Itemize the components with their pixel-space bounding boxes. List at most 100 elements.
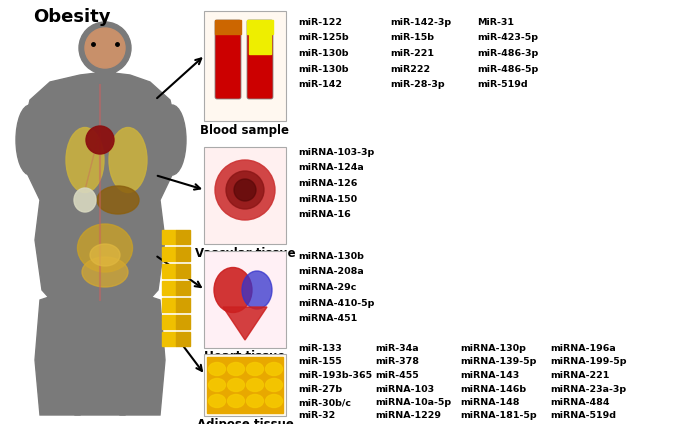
FancyBboxPatch shape — [204, 251, 286, 348]
Text: miRNA-484: miRNA-484 — [550, 398, 610, 407]
Text: miR-142-3p: miR-142-3p — [390, 18, 451, 27]
Bar — [176, 332, 190, 346]
Text: miR-455: miR-455 — [375, 371, 419, 380]
FancyBboxPatch shape — [204, 354, 286, 416]
Text: miR-32: miR-32 — [298, 412, 335, 421]
Ellipse shape — [247, 379, 264, 391]
Text: miRNA-23a-3p: miRNA-23a-3p — [550, 385, 626, 393]
Ellipse shape — [82, 257, 128, 287]
Bar — [162, 298, 176, 312]
Ellipse shape — [79, 22, 131, 74]
Ellipse shape — [74, 188, 96, 212]
Text: miRNA-139-5p: miRNA-139-5p — [460, 357, 536, 366]
Bar — [176, 247, 190, 261]
Ellipse shape — [90, 244, 120, 266]
Ellipse shape — [109, 128, 147, 192]
Text: miRNA-29c: miRNA-29c — [298, 283, 356, 292]
Text: miR-125b: miR-125b — [298, 33, 349, 42]
Text: miRNA-16: miRNA-16 — [298, 210, 351, 219]
Text: MiR-31: MiR-31 — [477, 18, 514, 27]
Ellipse shape — [247, 363, 264, 376]
Text: Vascular tissue: Vascular tissue — [195, 247, 295, 260]
Text: miR-15b: miR-15b — [390, 33, 434, 42]
Ellipse shape — [227, 363, 245, 376]
Ellipse shape — [234, 179, 256, 201]
Bar — [162, 332, 176, 346]
Text: miRNA-451: miRNA-451 — [298, 314, 358, 323]
Text: miR-142: miR-142 — [298, 80, 342, 89]
Ellipse shape — [16, 105, 44, 175]
Ellipse shape — [242, 271, 272, 309]
Text: miRNA-150: miRNA-150 — [298, 195, 357, 204]
Text: miRNA-124a: miRNA-124a — [298, 164, 364, 173]
Ellipse shape — [227, 394, 245, 407]
Text: miR-193b-365: miR-193b-365 — [298, 371, 372, 380]
Text: miR-378: miR-378 — [375, 357, 419, 366]
Polygon shape — [110, 295, 165, 415]
Bar — [95, 68, 115, 86]
Text: miRNA-130p: miRNA-130p — [460, 344, 526, 353]
Text: miRNA-1229: miRNA-1229 — [375, 412, 441, 421]
Text: miR-130b: miR-130b — [298, 49, 349, 58]
Ellipse shape — [226, 171, 264, 209]
Text: miR-221: miR-221 — [390, 49, 434, 58]
Text: miRNA-103: miRNA-103 — [375, 385, 434, 393]
Text: miRNA-146b: miRNA-146b — [460, 385, 526, 393]
FancyBboxPatch shape — [204, 11, 286, 121]
Bar — [176, 315, 190, 329]
Bar — [162, 230, 176, 244]
Ellipse shape — [208, 363, 225, 376]
Text: miR-34a: miR-34a — [375, 344, 419, 353]
Bar — [162, 247, 176, 261]
Text: miRNA-126: miRNA-126 — [298, 179, 358, 188]
Text: miRNA-130b: miRNA-130b — [298, 252, 364, 261]
Bar — [162, 315, 176, 329]
Text: miR-155: miR-155 — [298, 357, 342, 366]
Bar — [176, 298, 190, 312]
Bar — [215, 20, 241, 34]
Ellipse shape — [77, 224, 132, 272]
Text: miR-519d: miR-519d — [477, 80, 527, 89]
Text: miR-130b: miR-130b — [298, 64, 349, 73]
Text: Adipose tissue: Adipose tissue — [197, 418, 293, 424]
Text: miR-486-5p: miR-486-5p — [477, 64, 538, 73]
FancyBboxPatch shape — [215, 20, 241, 99]
Ellipse shape — [214, 268, 252, 312]
Ellipse shape — [266, 363, 282, 376]
Text: miR-423-5p: miR-423-5p — [477, 33, 538, 42]
Text: miR222: miR222 — [390, 64, 430, 73]
Ellipse shape — [215, 160, 275, 220]
Text: miRNA-196a: miRNA-196a — [550, 344, 616, 353]
Text: miRNA-519d: miRNA-519d — [550, 412, 616, 421]
Text: miRNA-199-5p: miRNA-199-5p — [550, 357, 627, 366]
Ellipse shape — [266, 379, 282, 391]
Bar — [162, 281, 176, 295]
Ellipse shape — [158, 105, 186, 175]
Polygon shape — [35, 295, 90, 415]
Text: miR-133: miR-133 — [298, 344, 342, 353]
Ellipse shape — [208, 394, 225, 407]
Text: miRNA-10a-5p: miRNA-10a-5p — [375, 398, 451, 407]
FancyBboxPatch shape — [204, 147, 286, 244]
Ellipse shape — [227, 379, 245, 391]
FancyBboxPatch shape — [247, 20, 273, 99]
Ellipse shape — [66, 128, 104, 192]
Polygon shape — [223, 307, 267, 340]
Bar — [162, 264, 176, 278]
Text: miRNA-143: miRNA-143 — [460, 371, 519, 380]
Bar — [176, 281, 190, 295]
Text: miR-486-3p: miR-486-3p — [477, 49, 538, 58]
Text: Blood sample: Blood sample — [201, 124, 290, 137]
Text: Obesity: Obesity — [34, 8, 111, 26]
Ellipse shape — [247, 394, 264, 407]
Bar — [176, 230, 190, 244]
Bar — [207, 357, 283, 413]
Text: miRNA-103-3p: miRNA-103-3p — [298, 148, 374, 157]
Text: miRNA-208a: miRNA-208a — [298, 268, 364, 276]
Text: miRNA-148: miRNA-148 — [460, 398, 519, 407]
Ellipse shape — [85, 28, 125, 68]
Text: miRNA-221: miRNA-221 — [550, 371, 610, 380]
Bar — [249, 34, 271, 54]
Ellipse shape — [86, 126, 114, 154]
Bar — [247, 20, 273, 34]
